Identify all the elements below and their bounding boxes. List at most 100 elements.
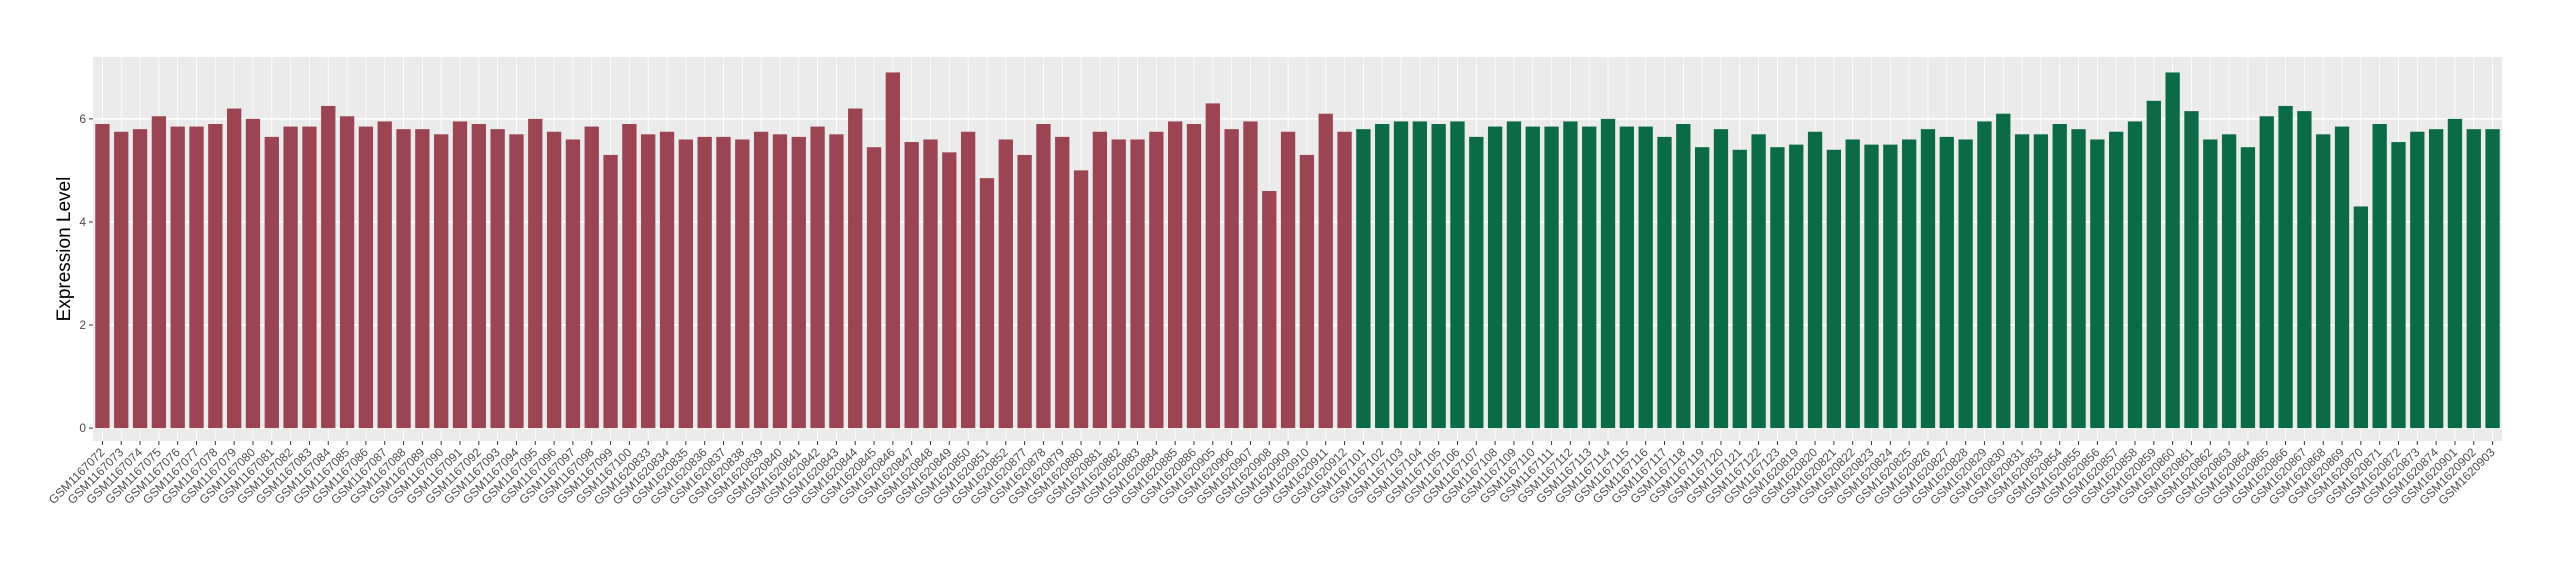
- bar: [1789, 144, 1804, 429]
- bar: [1883, 144, 1898, 429]
- bar: [1600, 118, 1616, 429]
- bar: [1713, 129, 1729, 429]
- bar: [1958, 139, 1973, 429]
- bar: [1073, 170, 1089, 429]
- bar: [2127, 121, 2143, 429]
- bar: [227, 108, 242, 429]
- bar: [2259, 116, 2274, 429]
- bar: [490, 129, 505, 429]
- bar: [829, 134, 844, 429]
- bar: [114, 131, 129, 429]
- bar: [1864, 144, 1879, 429]
- bar: [923, 139, 938, 429]
- bar: [283, 126, 298, 429]
- bar: [1337, 131, 1352, 429]
- bar: [1694, 147, 1710, 429]
- bar: [1544, 126, 1559, 429]
- y-tick-label: 4: [79, 215, 86, 229]
- y-tick-label: 2: [79, 318, 86, 332]
- bar: [2485, 129, 2500, 429]
- bar: [1450, 121, 1465, 429]
- bar: [2203, 139, 2218, 429]
- bar: [659, 131, 675, 429]
- bar: [960, 131, 976, 429]
- bar: [1262, 191, 1277, 429]
- bar: [396, 129, 411, 429]
- bar: [2240, 147, 2256, 429]
- bar: [509, 134, 524, 429]
- bar: [2466, 129, 2481, 429]
- bar: [1676, 124, 1691, 429]
- bar: [1186, 124, 1202, 429]
- bar: [1582, 126, 1597, 429]
- bar: [1224, 129, 1239, 429]
- bar: [1393, 121, 1409, 429]
- bar: [1638, 126, 1653, 429]
- y-axis-label: Expression Level: [54, 177, 75, 322]
- bar: [1356, 129, 1371, 429]
- bar: [678, 139, 693, 429]
- bar: [1487, 126, 1503, 429]
- bar: [264, 136, 279, 429]
- bar: [791, 136, 806, 429]
- bar: [452, 121, 468, 429]
- y-tick-label: 6: [79, 112, 86, 126]
- bar: [2447, 118, 2463, 429]
- bar: [302, 126, 317, 429]
- bar: [1977, 121, 1992, 429]
- bar: [358, 126, 374, 429]
- bar: [434, 134, 449, 429]
- bar: [1412, 121, 1427, 429]
- bar: [1563, 121, 1578, 429]
- bar: [415, 129, 430, 429]
- bar: [866, 147, 882, 429]
- bar: [1939, 136, 1954, 429]
- bar: [2297, 111, 2312, 429]
- bar: [1845, 139, 1860, 429]
- bar: [1920, 129, 1936, 429]
- bar: [2146, 100, 2161, 429]
- bar: [2410, 131, 2425, 429]
- bar: [151, 116, 167, 429]
- bar: [1111, 139, 1126, 429]
- bar: [1205, 103, 1220, 429]
- bar: [735, 139, 750, 429]
- bar: [753, 131, 769, 429]
- bar: [622, 124, 637, 429]
- bar: [603, 154, 618, 429]
- bar: [2372, 124, 2387, 429]
- bar: [2221, 134, 2237, 429]
- bar: [2109, 131, 2124, 429]
- bar: [339, 116, 355, 429]
- bar: [2391, 142, 2406, 429]
- bar: [2071, 129, 2086, 429]
- bar: [546, 131, 562, 429]
- bar: [1149, 131, 1164, 429]
- bar: [1996, 113, 2011, 429]
- bar: [2334, 126, 2350, 429]
- bar: [2033, 134, 2049, 429]
- bar: [2353, 206, 2368, 429]
- bar: [2316, 134, 2331, 429]
- bar: [641, 134, 656, 429]
- bar: [471, 124, 486, 429]
- bar: [1732, 149, 1747, 429]
- bar: [189, 126, 204, 429]
- bar: [1619, 126, 1635, 429]
- bar: [1299, 154, 1315, 429]
- bar: [1431, 124, 1446, 429]
- bar: [1375, 124, 1390, 429]
- bar: [942, 152, 957, 429]
- bar: [2165, 72, 2180, 429]
- bar: [848, 108, 863, 429]
- bar: [132, 129, 148, 429]
- bar: [1280, 131, 1296, 429]
- bar: [810, 126, 825, 429]
- bar: [885, 72, 901, 429]
- bar: [716, 136, 731, 429]
- bar: [1751, 134, 1766, 429]
- bar: [208, 124, 223, 429]
- bar: [1318, 113, 1333, 429]
- bar: [1130, 139, 1145, 429]
